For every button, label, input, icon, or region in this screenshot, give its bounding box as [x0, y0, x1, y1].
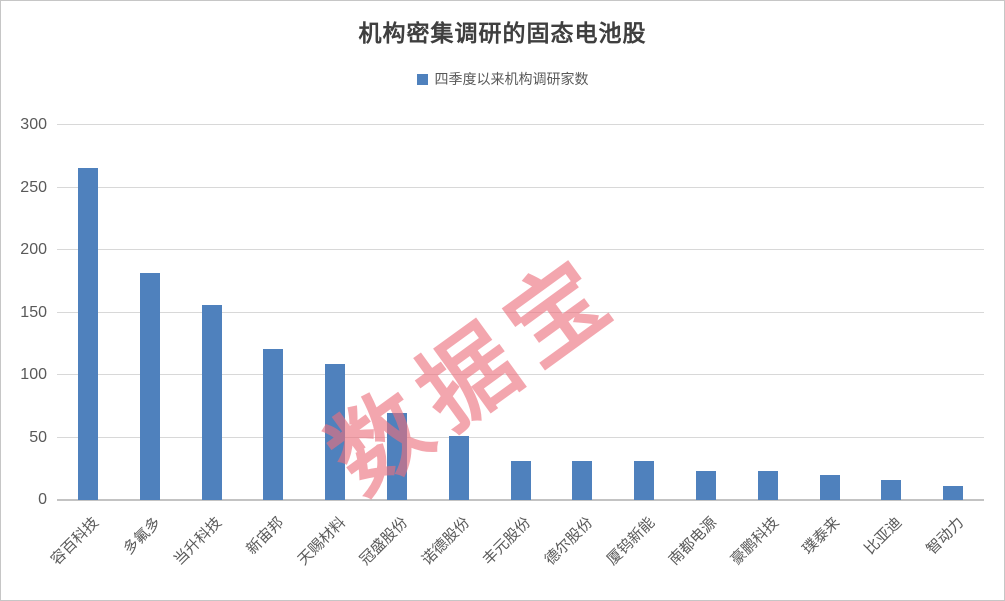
- bar-当升科技: [201, 305, 222, 500]
- x-category-label-智动力: 智动力: [923, 514, 968, 558]
- bar-智动力: [943, 486, 964, 500]
- x-axis-labels: 容百科技 多氟多 当升科技 新宙邦 天赐材料 冠盛股份 诺德股份 丰元股份 德尔股份 厦钨新能 南都…: [48, 506, 984, 586]
- gridline-50: [57, 436, 984, 438]
- bar-比亚迪: [881, 480, 902, 500]
- bar-诺德股份: [448, 436, 469, 500]
- x-category-label-南都电源: 南都电源: [665, 514, 721, 569]
- x-category-label-比亚迪: 比亚迪: [861, 514, 906, 558]
- legend-marker-icon: [416, 73, 428, 85]
- gridline-100: [57, 374, 984, 375]
- x-category-label-多氟多: 多氟多: [119, 514, 164, 558]
- x-category-label-当升科技: 当升科技: [171, 514, 226, 569]
- x-category-label-诺德股份: 诺德股份: [418, 514, 473, 569]
- gridline-200: [57, 249, 984, 250]
- y-tick-label-100: 100: [20, 366, 47, 383]
- bar-天赐材料: [325, 363, 346, 500]
- gridline-300: [57, 124, 984, 125]
- y-tick-label-300: 300: [20, 116, 47, 133]
- bar-厦钨新能: [634, 461, 655, 500]
- gridline-0: [57, 499, 984, 501]
- bar-璞泰来: [819, 475, 840, 500]
- x-category-label-豪鹏科技: 豪鹏科技: [727, 514, 782, 569]
- bar-冠盛股份: [386, 412, 407, 500]
- bar-新宙邦: [263, 348, 284, 500]
- y-tick-label-150: 150: [20, 303, 47, 321]
- bar-南都电源: [695, 471, 716, 500]
- bar-容百科技: [77, 167, 98, 500]
- chart-title: 机构密集调研的固态电池股: [358, 20, 647, 46]
- x-category-label-厦钨新能: 厦钨新能: [603, 514, 659, 569]
- bar-德尔股份: [572, 461, 593, 500]
- x-category-label-天赐材料: 天赐材料: [294, 514, 350, 569]
- plot-area: [57, 124, 984, 501]
- bar-丰元股份: [510, 461, 531, 500]
- x-category-label-容百科技: 容百科技: [47, 514, 103, 569]
- x-category-label-丰元股份: 丰元股份: [480, 514, 535, 569]
- y-tick-label-200: 200: [20, 241, 47, 258]
- y-tick-label-50: 50: [29, 428, 47, 446]
- gridline-250: [57, 186, 984, 188]
- x-category-label-德尔股份: 德尔股份: [541, 514, 597, 569]
- legend: 四季度以来机构调研家数: [1, 71, 1004, 87]
- bar-多氟多: [139, 272, 160, 500]
- x-category-label-璞泰来: 璞泰来: [799, 514, 844, 558]
- legend-label: 四季度以来机构调研家数: [434, 71, 589, 87]
- gridline-150: [57, 311, 984, 313]
- y-tick-label-250: 250: [20, 178, 47, 196]
- bar-豪鹏科技: [757, 471, 778, 500]
- y-tick-label-0: 0: [38, 491, 47, 508]
- y-axis-labels: 0 50 100 150 200 250 300: [1, 116, 47, 508]
- x-category-label-冠盛股份: 冠盛股份: [356, 514, 412, 569]
- x-category-label-新宙邦: 新宙邦: [243, 514, 288, 558]
